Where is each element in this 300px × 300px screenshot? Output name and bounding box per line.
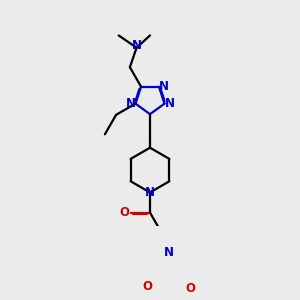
- Text: O: O: [143, 280, 153, 293]
- Text: O: O: [119, 206, 129, 219]
- Text: N: N: [145, 186, 155, 199]
- Text: N: N: [126, 97, 136, 110]
- Text: O: O: [186, 282, 196, 295]
- Text: N: N: [132, 38, 142, 52]
- Text: N: N: [164, 246, 174, 259]
- Text: N: N: [159, 80, 169, 93]
- Text: N: N: [164, 97, 174, 110]
